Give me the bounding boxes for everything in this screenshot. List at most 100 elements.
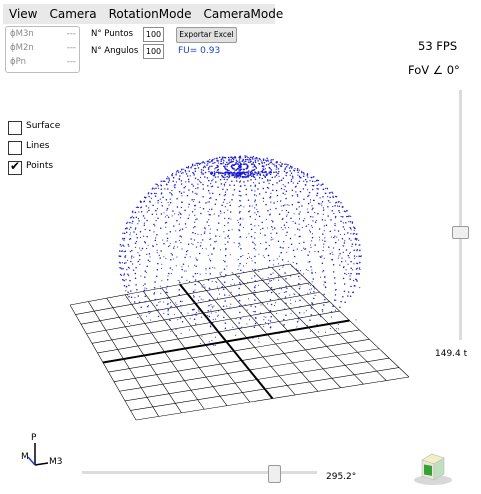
cloud-point (257, 210, 259, 213)
cloud-point (290, 166, 292, 168)
lines-label: Lines (26, 141, 50, 151)
cloud-point (340, 216, 342, 218)
cloud-point (166, 207, 169, 210)
puntos-input[interactable]: 100 (143, 27, 164, 42)
cloud-point (223, 310, 226, 313)
cloud-point (207, 211, 209, 213)
cloud-point (338, 205, 341, 208)
cloud-point (260, 229, 262, 231)
cloud-point (226, 161, 228, 164)
cloud-point (157, 185, 159, 187)
cloud-point (295, 185, 297, 187)
cloud-point (356, 239, 358, 241)
cloud-point (238, 158, 241, 160)
cloud-point (161, 201, 163, 203)
cloud-point (283, 325, 285, 327)
cloud-point (160, 227, 162, 230)
cloud-point (292, 221, 294, 223)
cloud-point (221, 176, 224, 178)
cloud-point (323, 246, 325, 248)
cloud-point (214, 176, 217, 178)
cloud-point (299, 306, 301, 308)
cloud-point (273, 305, 276, 307)
cloud-point (275, 166, 278, 168)
menu-view[interactable]: View (9, 7, 38, 21)
cloud-point (144, 196, 146, 199)
cloud-point (268, 182, 270, 184)
cloud-point (181, 276, 183, 278)
cloud-point (228, 217, 230, 220)
grid-line (253, 270, 364, 385)
cloud-point (270, 303, 273, 306)
cloud-point (196, 312, 198, 314)
cloud-point (317, 188, 319, 190)
cloud-point (231, 278, 234, 281)
cloud-point (309, 330, 311, 332)
cloud-point (202, 161, 204, 163)
grid-line (216, 277, 319, 392)
cloud-point (301, 316, 303, 318)
view-cube-icon[interactable] (410, 448, 456, 488)
cloud-point (148, 312, 150, 315)
cloud-point (222, 188, 224, 190)
distance-slider-track[interactable] (459, 90, 462, 340)
cloud-point (248, 205, 251, 207)
cloud-point (209, 228, 211, 230)
cloud-point (320, 203, 322, 205)
menu-camera-mode[interactable]: CameraMode (203, 7, 284, 21)
cloud-point (146, 211, 148, 213)
cloud-point (171, 305, 173, 307)
cloud-point (334, 215, 337, 218)
cloud-point (303, 198, 305, 200)
cloud-point (246, 165, 249, 167)
surface-checkbox[interactable] (8, 121, 22, 135)
cloud-point (230, 350, 232, 352)
angulos-input[interactable]: 100 (143, 44, 164, 59)
cloud-point (339, 264, 341, 266)
cloud-point (216, 169, 219, 172)
cloud-point (157, 262, 159, 265)
cloud-point (163, 256, 165, 258)
points-checkbox[interactable]: ✔ (8, 159, 22, 175)
cloud-point (207, 168, 210, 170)
cloud-point (204, 166, 207, 168)
distance-slider-thumb[interactable] (452, 226, 469, 239)
cloud-point (130, 260, 132, 263)
cloud-point (230, 291, 232, 293)
cloud-point (268, 312, 270, 314)
lines-checkbox[interactable] (8, 141, 22, 155)
cloud-point (232, 158, 235, 161)
cloud-point (264, 234, 266, 236)
menu-rotation-mode[interactable]: RotationMode (108, 7, 192, 21)
cloud-point (166, 221, 168, 223)
cloud-point (221, 286, 223, 288)
cloud-point (291, 166, 293, 168)
cloud-point (215, 318, 217, 320)
cloud-point (181, 268, 183, 271)
cloud-point (191, 308, 193, 310)
cloud-point (311, 271, 313, 273)
cloud-point (208, 225, 210, 227)
cloud-point (250, 228, 253, 231)
cloud-point (169, 198, 171, 200)
rotation-slider-thumb[interactable] (268, 465, 281, 483)
cloud-point (181, 300, 183, 302)
cloud-point (293, 293, 295, 295)
cloud-point (204, 176, 206, 178)
cloud-point (249, 185, 252, 187)
menu-camera[interactable]: Camera (49, 7, 97, 21)
rotation-slider-track[interactable] (82, 471, 317, 474)
cloud-point (196, 165, 198, 167)
cloud-point (135, 267, 137, 269)
cloud-point (334, 242, 337, 244)
cloud-point (255, 172, 257, 174)
cloud-point (311, 209, 313, 211)
cloud-point (321, 200, 324, 203)
cloud-point (270, 316, 272, 318)
cloud-point (205, 267, 207, 269)
cloud-point (311, 240, 313, 242)
export-excel-button[interactable]: Exportar Excel (176, 27, 237, 43)
cloud-point (128, 322, 131, 325)
cloud-point (250, 175, 253, 178)
